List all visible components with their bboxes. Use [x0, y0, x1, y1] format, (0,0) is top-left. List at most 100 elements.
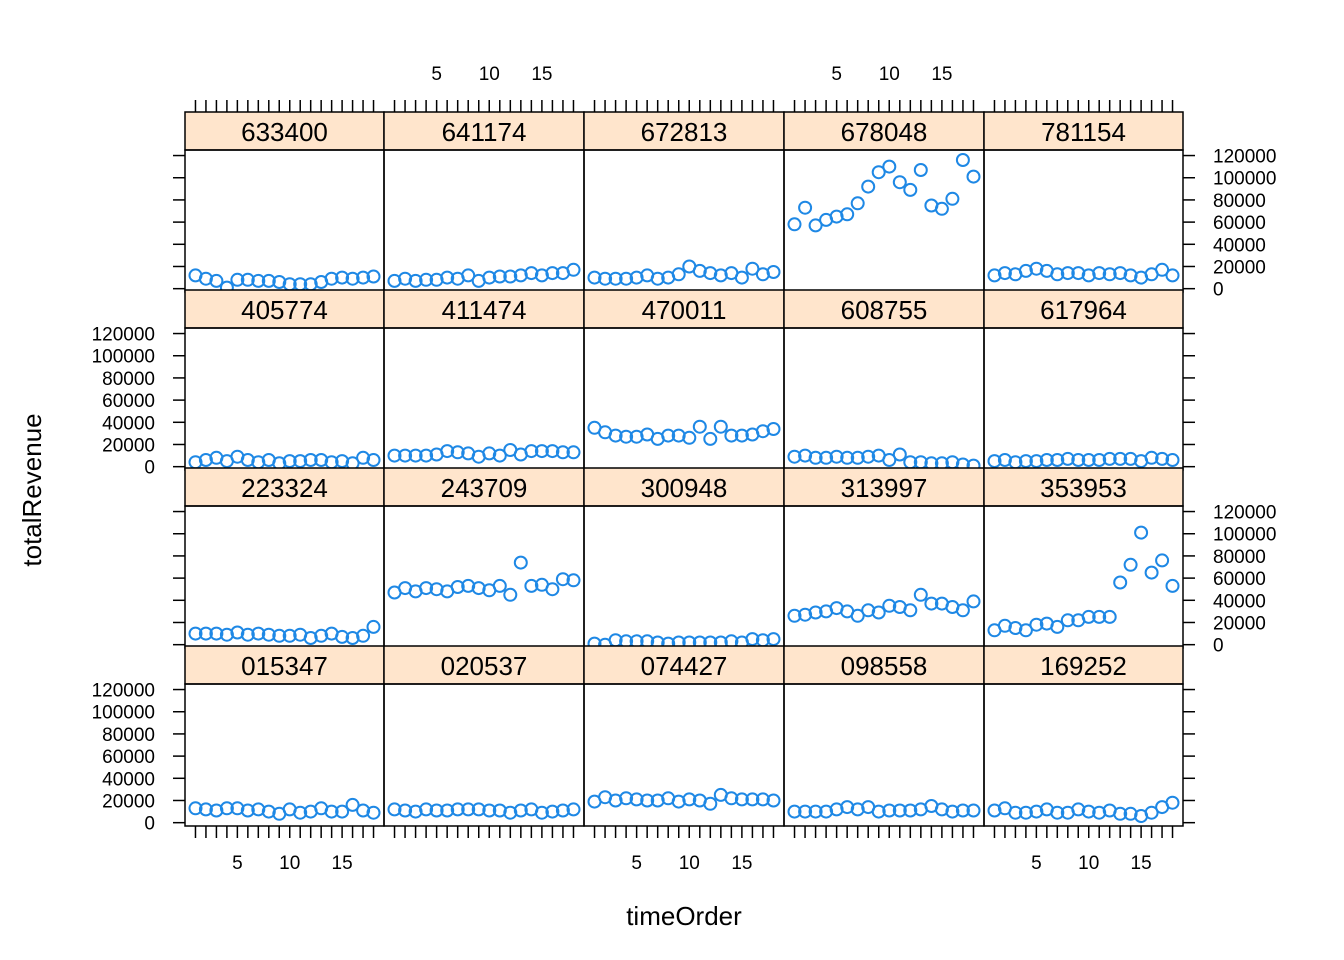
data-point: [871, 165, 886, 180]
strip-169252: [983, 645, 1184, 685]
strip-672813: [583, 111, 785, 151]
data-point: [482, 270, 497, 285]
y-tick-label: 20000: [1213, 257, 1266, 278]
y-tick-label: 100000: [92, 703, 155, 724]
data-point: [419, 802, 434, 817]
y-tick-label: 40000: [1213, 235, 1266, 256]
data-point: [850, 450, 865, 465]
data-point: [1123, 806, 1138, 821]
data-point: [861, 449, 876, 464]
data-point: [282, 454, 297, 469]
data-point: [1155, 262, 1170, 277]
data-point: [566, 445, 581, 460]
data-point: [808, 218, 823, 233]
data-point: [240, 803, 255, 818]
data-point: [345, 271, 360, 286]
strip-label: 015347: [241, 651, 328, 681]
data-point: [461, 578, 476, 593]
data-point: [198, 626, 213, 641]
y-tick-label: 60000: [102, 391, 155, 412]
data-point: [850, 196, 865, 211]
data-point: [1155, 553, 1170, 568]
strip-label: 781154: [1041, 117, 1126, 147]
strip-label: 098558: [841, 651, 928, 681]
panel-411474: 411474: [383, 289, 585, 471]
strip-label: 617964: [1040, 295, 1127, 325]
panel-frame: [383, 327, 585, 471]
panel-098558: 098558: [783, 645, 985, 827]
data-point: [913, 587, 928, 602]
data-point: [608, 271, 623, 286]
data-point: [1092, 453, 1107, 467]
data-point: [324, 804, 339, 819]
data-point: [713, 419, 728, 434]
y-tick-label: 60000: [1213, 569, 1266, 590]
x-tick-label: 10: [479, 64, 500, 85]
data-point: [987, 803, 1002, 818]
y-tick-label: 100000: [1213, 525, 1276, 546]
data-point: [209, 626, 224, 641]
data-point: [419, 581, 434, 596]
y-tick-label: 120000: [1213, 147, 1276, 168]
strip-label: 169252: [1040, 651, 1127, 681]
data-point: [471, 802, 486, 817]
panels-layer: 633400 641174 672813 678048 781154 405774 4114…: [184, 111, 1184, 827]
data-point: [598, 271, 613, 286]
data-point: [1018, 805, 1033, 820]
data-point: [198, 453, 213, 467]
panel-frame: [383, 149, 585, 293]
data-point: [1029, 804, 1044, 819]
data-point: [1039, 453, 1054, 467]
data-point: [808, 605, 823, 620]
panel-313997: 313997: [783, 467, 985, 649]
data-point: [882, 803, 897, 818]
data-point: [524, 578, 539, 593]
data-point: [219, 627, 234, 642]
data-point: [997, 266, 1012, 281]
data-point: [755, 792, 770, 807]
x-axis-title: timeOrder: [626, 901, 742, 931]
data-point: [1071, 802, 1086, 817]
data-point: [492, 578, 507, 593]
data-point: [587, 270, 602, 285]
data-point: [419, 448, 434, 463]
data-point: [787, 217, 802, 232]
panel-frame: [184, 505, 385, 649]
data-point: [566, 573, 581, 588]
data-point: [703, 796, 718, 811]
data-point: [188, 626, 203, 641]
data-point: [566, 802, 581, 817]
x-tick-label: 15: [731, 853, 752, 874]
data-point: [1029, 454, 1044, 469]
data-point: [261, 627, 276, 642]
strip-015347: [184, 645, 385, 685]
strip-label: 672813: [641, 117, 728, 147]
data-point: [892, 175, 907, 190]
panel-300948: 300948: [583, 467, 785, 652]
data-point: [272, 628, 287, 643]
data-point: [1165, 795, 1180, 810]
y-tick-label: 0: [1213, 280, 1224, 301]
data-point: [787, 449, 802, 464]
data-point: [272, 275, 287, 289]
data-point: [1071, 266, 1086, 281]
data-point: [840, 450, 855, 465]
strip-label: 470011: [642, 295, 727, 325]
data-point: [408, 273, 423, 288]
y-tick-label: 80000: [102, 369, 155, 390]
data-point: [198, 802, 213, 817]
data-point: [1144, 805, 1159, 820]
data-point: [1134, 525, 1149, 540]
panel-169252: 169252: [983, 645, 1184, 827]
data-point: [966, 169, 981, 184]
data-point: [335, 804, 350, 819]
data-point: [209, 273, 224, 288]
data-point: [261, 273, 276, 288]
y-tick-label: 100000: [92, 347, 155, 368]
x-tick-label: 10: [1078, 853, 1099, 874]
data-point: [408, 448, 423, 463]
data-point: [997, 618, 1012, 633]
data-point: [398, 803, 413, 818]
x-tick-label: 5: [631, 853, 642, 874]
panel-frame: [184, 149, 385, 293]
